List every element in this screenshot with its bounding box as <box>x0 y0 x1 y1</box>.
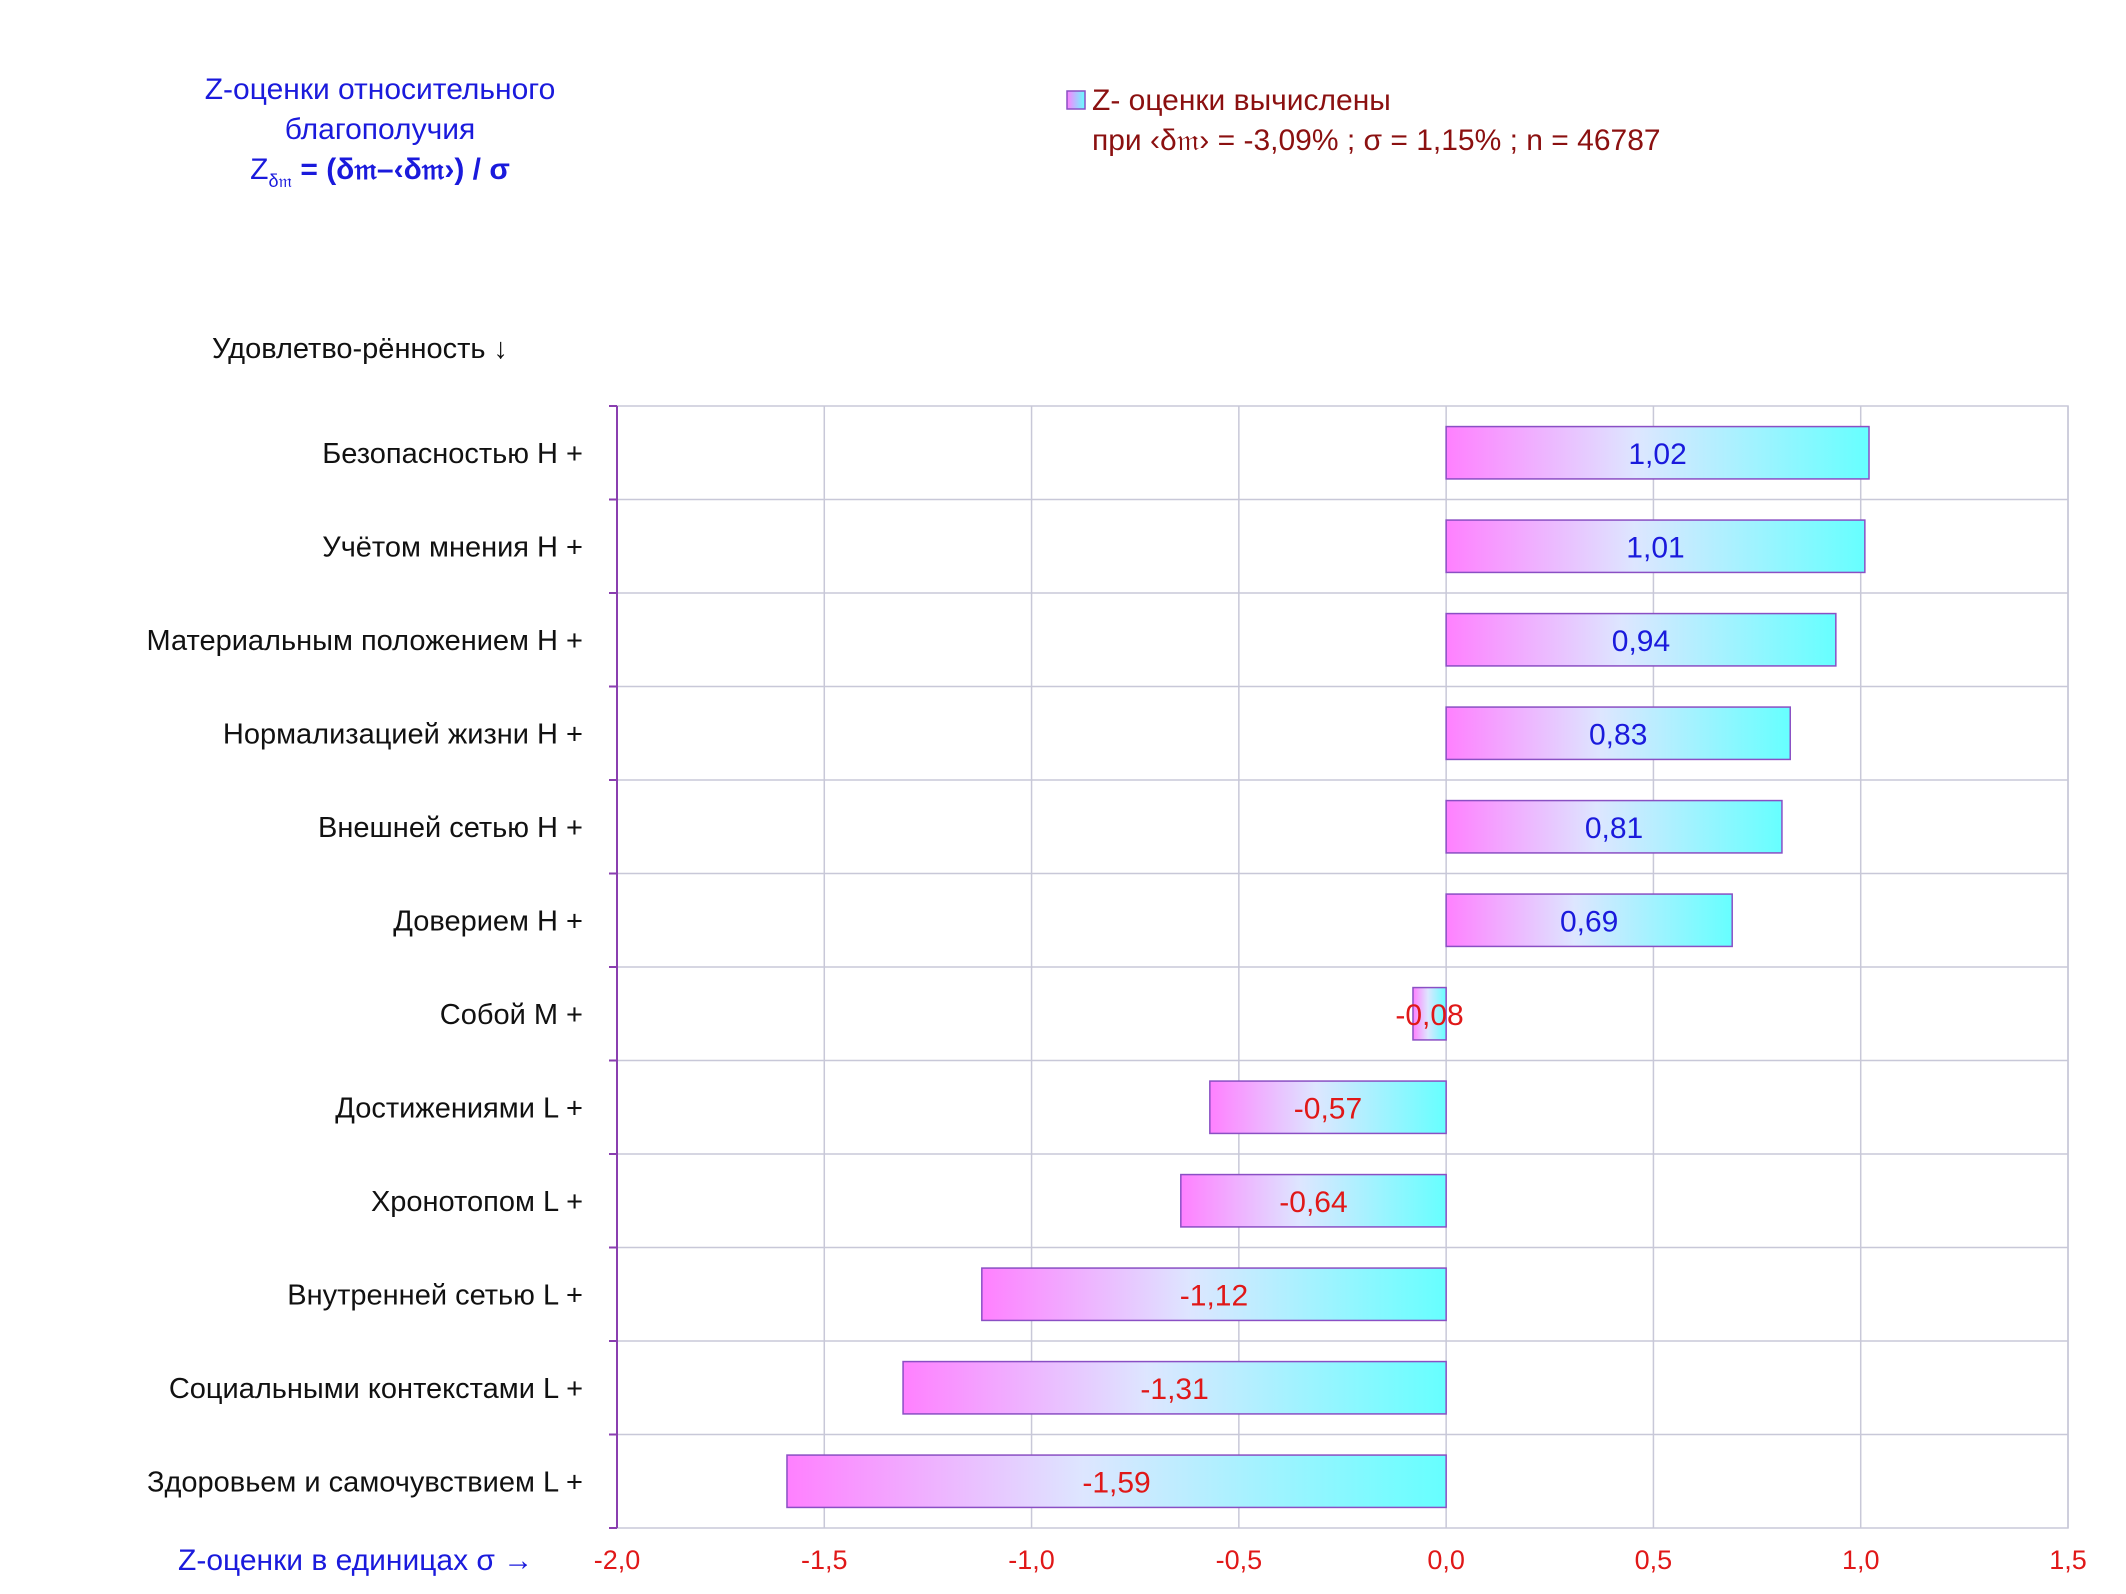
category-label: Социальными контекстами L + <box>169 1373 583 1405</box>
chart-title-line2: благополучия <box>285 113 475 146</box>
bar <box>786 1454 1447 1509</box>
bar <box>1180 1173 1447 1228</box>
legend-label: Z- оценки вычислены <box>1092 84 1391 117</box>
x-tick-label: -1,0 <box>1008 1545 1055 1575</box>
formula-subscript: δ𝔪 <box>268 171 292 191</box>
bar <box>981 1267 1447 1322</box>
bar-value-label: 0,81 <box>1585 812 1643 845</box>
category-label: Хронотопом L + <box>371 1186 583 1218</box>
x-tick-label: 1,0 <box>1842 1545 1880 1575</box>
category-label: Материальным положением H + <box>147 625 583 657</box>
bar <box>1445 425 1870 480</box>
bar-value-label: -1,12 <box>1180 1279 1248 1312</box>
category-label: Внутренней сетью L + <box>287 1279 583 1311</box>
bar <box>1445 893 1733 948</box>
bar <box>1445 612 1837 667</box>
x-tick-labels: -2,0 -1,5 -1,0 -0,5 0,0 0,5 1,0 1,5 <box>594 1545 2087 1575</box>
x-tick-label: 1,5 <box>2049 1545 2087 1575</box>
bar <box>1209 1080 1447 1135</box>
bar-value-label: -0,08 <box>1395 999 1463 1032</box>
chart-title-line1: Z-оценки относительного <box>205 73 556 106</box>
category-label: Собой M + <box>440 999 583 1031</box>
bar-value-label: 0,83 <box>1589 718 1647 751</box>
bar-value-label: 0,69 <box>1560 905 1618 938</box>
chart-title-formula: Zδ𝔪 = (δ𝔪–‹δ𝔪›) / σ <box>250 153 510 191</box>
bar-value-label: -0,57 <box>1294 1092 1362 1125</box>
category-label: Внешней сетью H + <box>318 812 583 844</box>
bar <box>1445 706 1791 761</box>
bar <box>1445 799 1783 854</box>
legend-swatch <box>1066 90 1086 110</box>
legend-stats: при ‹δ𝔪› = -3,09% ; σ = 1,15% ; n = 4678… <box>1092 124 1661 157</box>
category-label: Здоровьем и самочувствием L + <box>147 1466 583 1498</box>
x-axis-title: Z-оценки в единицах σ → <box>178 1544 533 1577</box>
bar <box>1412 986 1447 1041</box>
bar-value-label: 1,02 <box>1628 438 1686 471</box>
category-label: Доверием H + <box>393 905 583 937</box>
category-label: Достижениями L + <box>335 1092 583 1124</box>
x-tick-label: 0,5 <box>1635 1545 1673 1575</box>
category-label: Нормализацией жизни H + <box>223 718 583 750</box>
bar-value-label: -0,64 <box>1279 1186 1347 1219</box>
bar-value-label: -1,59 <box>1082 1466 1150 1499</box>
x-tick-label: -1,5 <box>801 1545 848 1575</box>
bar <box>1445 519 1866 574</box>
formula-rest: = (δ𝔪–‹δ𝔪›) / σ <box>292 153 510 186</box>
bar-value-label: 0,94 <box>1612 625 1670 658</box>
bars-layer: 1,02 1,01 0,94 0,83 0,81 0,69 -0,08 -0,57 -0,64 -… <box>786 425 1870 1509</box>
bar-value-label: -1,31 <box>1140 1373 1208 1406</box>
category-labels: Безопасностью H + Учётом мнения H + Матери… <box>147 438 583 1499</box>
bar <box>902 1360 1447 1415</box>
bar-value-label: 1,01 <box>1626 531 1684 564</box>
x-tick-label: 0,0 <box>1427 1545 1465 1575</box>
x-tick-label: -0,5 <box>1216 1545 1263 1575</box>
formula-z: Z <box>250 153 268 186</box>
x-tick-label: -2,0 <box>594 1545 641 1575</box>
category-label: Учётом мнения H + <box>322 531 583 563</box>
category-label: Безопасностью H + <box>322 438 583 470</box>
y-axis-title: Удовлетво-рённость ↓ <box>212 333 508 365</box>
grid-layer <box>609 405 2069 1529</box>
